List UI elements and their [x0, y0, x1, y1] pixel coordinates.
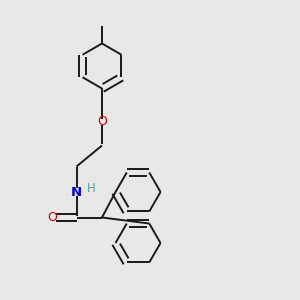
Text: O: O — [97, 115, 107, 128]
Text: O: O — [48, 211, 57, 224]
Text: H: H — [86, 182, 95, 195]
Text: N: N — [71, 185, 82, 199]
